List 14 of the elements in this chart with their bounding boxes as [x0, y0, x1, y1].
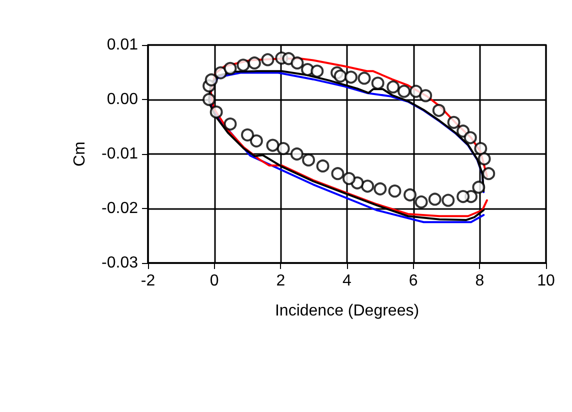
- x-tick-label: 10: [537, 272, 555, 290]
- y-tick-label: -0.02: [102, 200, 138, 217]
- x-tick-label: 0: [210, 272, 219, 290]
- x-tick-label: -2: [140, 272, 156, 290]
- x-tick-label: 8: [475, 272, 484, 290]
- y-tick-label: -0.03: [102, 254, 138, 272]
- x-axis-title: Incidence (Degrees): [274, 302, 420, 320]
- y-axis-title: Cm: [72, 142, 88, 166]
- x-tick-label: 6: [408, 272, 418, 290]
- x-tick-label: 2: [276, 272, 286, 290]
- x-tick-label: 4: [342, 272, 352, 290]
- y-tick-label: 0.01: [106, 36, 138, 54]
- y-tick-label: -0.01: [102, 146, 138, 162]
- y-tick-label: 0.00: [106, 91, 138, 108]
